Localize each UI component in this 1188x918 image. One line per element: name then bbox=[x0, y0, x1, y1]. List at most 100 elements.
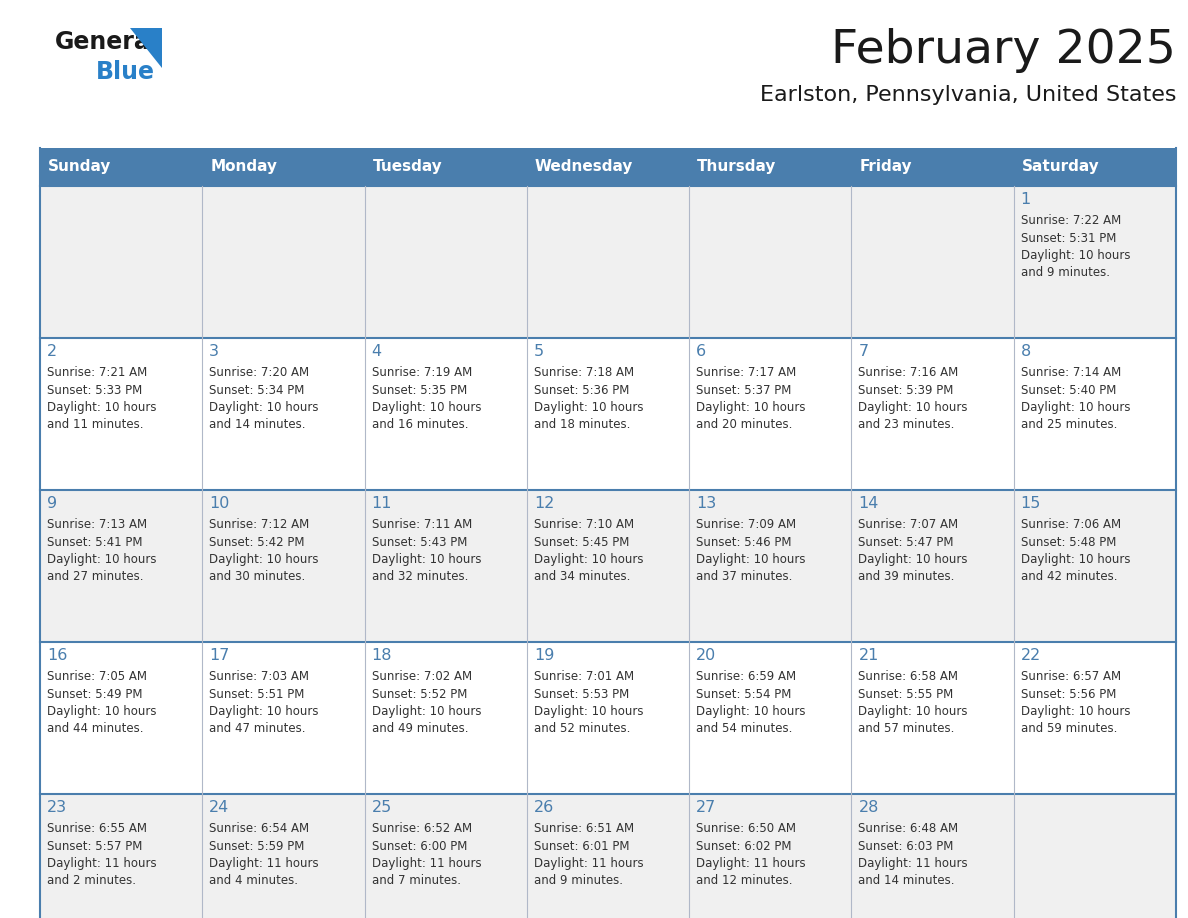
Text: 10: 10 bbox=[209, 496, 229, 511]
Text: Sunrise: 6:48 AM: Sunrise: 6:48 AM bbox=[859, 822, 959, 835]
Bar bbox=[40, 642, 1176, 794]
Text: Daylight: 10 hours: Daylight: 10 hours bbox=[533, 553, 644, 566]
Text: Sunrise: 6:59 AM: Sunrise: 6:59 AM bbox=[696, 670, 796, 683]
Text: Friday: Friday bbox=[859, 160, 912, 174]
Text: and 9 minutes.: and 9 minutes. bbox=[533, 875, 623, 888]
Text: 3: 3 bbox=[209, 344, 220, 359]
Text: Daylight: 10 hours: Daylight: 10 hours bbox=[533, 401, 644, 414]
Text: 24: 24 bbox=[209, 800, 229, 815]
Text: Sunset: 5:56 PM: Sunset: 5:56 PM bbox=[1020, 688, 1116, 700]
Text: and 25 minutes.: and 25 minutes. bbox=[1020, 419, 1117, 431]
Text: 25: 25 bbox=[372, 800, 392, 815]
Text: Sunrise: 7:14 AM: Sunrise: 7:14 AM bbox=[1020, 366, 1121, 379]
Text: 16: 16 bbox=[48, 648, 68, 663]
Text: Daylight: 10 hours: Daylight: 10 hours bbox=[1020, 401, 1130, 414]
Text: Sunset: 5:51 PM: Sunset: 5:51 PM bbox=[209, 688, 304, 700]
Text: 17: 17 bbox=[209, 648, 229, 663]
Text: and 52 minutes.: and 52 minutes. bbox=[533, 722, 630, 735]
Text: Sunrise: 6:55 AM: Sunrise: 6:55 AM bbox=[48, 822, 147, 835]
Text: Sunset: 5:52 PM: Sunset: 5:52 PM bbox=[372, 688, 467, 700]
Text: Daylight: 10 hours: Daylight: 10 hours bbox=[1020, 553, 1130, 566]
Text: Sunset: 5:34 PM: Sunset: 5:34 PM bbox=[209, 384, 304, 397]
Text: Sunrise: 7:11 AM: Sunrise: 7:11 AM bbox=[372, 518, 472, 531]
Text: Daylight: 11 hours: Daylight: 11 hours bbox=[48, 857, 157, 870]
Text: 21: 21 bbox=[859, 648, 879, 663]
Text: and 27 minutes.: and 27 minutes. bbox=[48, 570, 144, 584]
Text: Sunrise: 7:13 AM: Sunrise: 7:13 AM bbox=[48, 518, 147, 531]
Text: Daylight: 10 hours: Daylight: 10 hours bbox=[48, 553, 157, 566]
Text: 8: 8 bbox=[1020, 344, 1031, 359]
Text: Thursday: Thursday bbox=[697, 160, 777, 174]
Bar bbox=[40, 148, 1176, 186]
Text: Sunset: 5:35 PM: Sunset: 5:35 PM bbox=[372, 384, 467, 397]
Text: Daylight: 10 hours: Daylight: 10 hours bbox=[372, 401, 481, 414]
Text: General: General bbox=[55, 30, 159, 54]
Text: Sunset: 5:46 PM: Sunset: 5:46 PM bbox=[696, 535, 791, 548]
Text: Sunrise: 6:52 AM: Sunrise: 6:52 AM bbox=[372, 822, 472, 835]
Text: Sunset: 5:49 PM: Sunset: 5:49 PM bbox=[48, 688, 143, 700]
Text: 23: 23 bbox=[48, 800, 68, 815]
Text: Daylight: 10 hours: Daylight: 10 hours bbox=[533, 705, 644, 718]
Text: 1: 1 bbox=[1020, 192, 1031, 207]
Text: and 54 minutes.: and 54 minutes. bbox=[696, 722, 792, 735]
Text: 12: 12 bbox=[533, 496, 555, 511]
Text: Sunset: 5:40 PM: Sunset: 5:40 PM bbox=[1020, 384, 1116, 397]
Text: and 18 minutes.: and 18 minutes. bbox=[533, 419, 630, 431]
Text: Sunset: 5:57 PM: Sunset: 5:57 PM bbox=[48, 839, 143, 853]
Text: and 7 minutes.: and 7 minutes. bbox=[372, 875, 461, 888]
Text: Sunrise: 7:19 AM: Sunrise: 7:19 AM bbox=[372, 366, 472, 379]
Text: Sunrise: 7:01 AM: Sunrise: 7:01 AM bbox=[533, 670, 634, 683]
Text: Sunset: 6:01 PM: Sunset: 6:01 PM bbox=[533, 839, 630, 853]
Text: Daylight: 10 hours: Daylight: 10 hours bbox=[372, 553, 481, 566]
Text: Sunset: 5:33 PM: Sunset: 5:33 PM bbox=[48, 384, 143, 397]
Text: Sunset: 5:53 PM: Sunset: 5:53 PM bbox=[533, 688, 630, 700]
Text: Sunrise: 7:21 AM: Sunrise: 7:21 AM bbox=[48, 366, 147, 379]
Text: and 49 minutes.: and 49 minutes. bbox=[372, 722, 468, 735]
Text: February 2025: February 2025 bbox=[832, 28, 1176, 73]
Text: Wednesday: Wednesday bbox=[535, 160, 633, 174]
Bar bbox=[40, 490, 1176, 642]
Text: Monday: Monday bbox=[210, 160, 277, 174]
Text: 13: 13 bbox=[696, 496, 716, 511]
Text: Daylight: 11 hours: Daylight: 11 hours bbox=[696, 857, 805, 870]
Text: Sunset: 5:41 PM: Sunset: 5:41 PM bbox=[48, 535, 143, 548]
Text: Daylight: 10 hours: Daylight: 10 hours bbox=[859, 553, 968, 566]
Text: Daylight: 10 hours: Daylight: 10 hours bbox=[48, 705, 157, 718]
Text: 26: 26 bbox=[533, 800, 554, 815]
Text: Sunrise: 7:20 AM: Sunrise: 7:20 AM bbox=[209, 366, 309, 379]
Text: Sunrise: 7:16 AM: Sunrise: 7:16 AM bbox=[859, 366, 959, 379]
Text: Blue: Blue bbox=[96, 60, 154, 84]
Text: 9: 9 bbox=[48, 496, 57, 511]
Text: Daylight: 10 hours: Daylight: 10 hours bbox=[859, 705, 968, 718]
Text: Sunset: 5:54 PM: Sunset: 5:54 PM bbox=[696, 688, 791, 700]
Text: 11: 11 bbox=[372, 496, 392, 511]
Text: Sunset: 5:55 PM: Sunset: 5:55 PM bbox=[859, 688, 954, 700]
Text: 6: 6 bbox=[696, 344, 707, 359]
Text: Sunrise: 6:54 AM: Sunrise: 6:54 AM bbox=[209, 822, 309, 835]
Text: Sunrise: 7:17 AM: Sunrise: 7:17 AM bbox=[696, 366, 796, 379]
Text: Sunset: 6:02 PM: Sunset: 6:02 PM bbox=[696, 839, 791, 853]
Text: Sunrise: 7:06 AM: Sunrise: 7:06 AM bbox=[1020, 518, 1120, 531]
Text: Sunrise: 7:03 AM: Sunrise: 7:03 AM bbox=[209, 670, 309, 683]
Text: 22: 22 bbox=[1020, 648, 1041, 663]
Text: 20: 20 bbox=[696, 648, 716, 663]
Text: 27: 27 bbox=[696, 800, 716, 815]
Text: and 42 minutes.: and 42 minutes. bbox=[1020, 570, 1117, 584]
Text: Daylight: 10 hours: Daylight: 10 hours bbox=[372, 705, 481, 718]
Bar bbox=[40, 794, 1176, 918]
Text: Daylight: 11 hours: Daylight: 11 hours bbox=[372, 857, 481, 870]
Text: Daylight: 10 hours: Daylight: 10 hours bbox=[859, 401, 968, 414]
Text: 2: 2 bbox=[48, 344, 57, 359]
Text: and 30 minutes.: and 30 minutes. bbox=[209, 570, 305, 584]
Text: Saturday: Saturday bbox=[1022, 160, 1099, 174]
Text: Sunrise: 7:07 AM: Sunrise: 7:07 AM bbox=[859, 518, 959, 531]
Text: and 34 minutes.: and 34 minutes. bbox=[533, 570, 630, 584]
Text: and 44 minutes.: and 44 minutes. bbox=[48, 722, 144, 735]
Text: and 57 minutes.: and 57 minutes. bbox=[859, 722, 955, 735]
Text: Sunrise: 6:50 AM: Sunrise: 6:50 AM bbox=[696, 822, 796, 835]
Polygon shape bbox=[129, 28, 162, 68]
Text: Sunrise: 6:58 AM: Sunrise: 6:58 AM bbox=[859, 670, 959, 683]
Text: Daylight: 11 hours: Daylight: 11 hours bbox=[859, 857, 968, 870]
Text: and 59 minutes.: and 59 minutes. bbox=[1020, 722, 1117, 735]
Text: 14: 14 bbox=[859, 496, 879, 511]
